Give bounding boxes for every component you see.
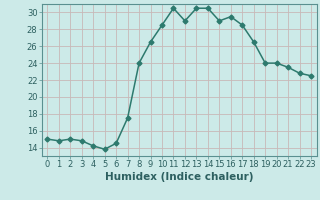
X-axis label: Humidex (Indice chaleur): Humidex (Indice chaleur) [105,172,253,182]
